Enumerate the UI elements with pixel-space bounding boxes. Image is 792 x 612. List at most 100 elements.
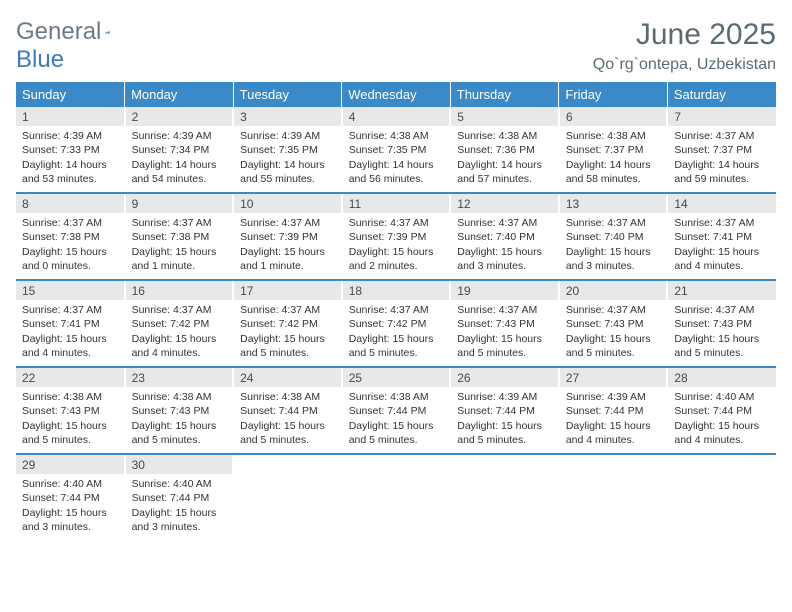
sunset-text: Sunset: 7:43 PM: [674, 317, 770, 331]
day-cell: Sunrise: 4:37 AMSunset: 7:42 PMDaylight:…: [125, 300, 234, 366]
daylight-text: Daylight: 15 hours and 4 minutes.: [674, 419, 770, 447]
weekday-header: Tuesday: [233, 82, 342, 107]
sunset-text: Sunset: 7:43 PM: [22, 404, 118, 418]
sunset-text: Sunset: 7:37 PM: [674, 143, 770, 157]
sunset-text: Sunset: 7:42 PM: [349, 317, 444, 331]
daynum-row: 15161718192021: [16, 281, 776, 300]
daylight-text: Daylight: 14 hours and 54 minutes.: [132, 158, 227, 186]
day-cell: [233, 474, 342, 540]
day-number: [233, 455, 342, 474]
daylight-text: Daylight: 15 hours and 5 minutes.: [349, 332, 444, 360]
sunrise-text: Sunrise: 4:40 AM: [132, 477, 227, 491]
daylight-text: Daylight: 15 hours and 1 minute.: [240, 245, 335, 273]
day-number: 20: [559, 281, 668, 300]
sunset-text: Sunset: 7:42 PM: [132, 317, 227, 331]
day-number: 29: [16, 455, 125, 474]
sunset-text: Sunset: 7:34 PM: [132, 143, 227, 157]
calendar-table: SundayMondayTuesdayWednesdayThursdayFrid…: [16, 82, 776, 540]
sunset-text: Sunset: 7:37 PM: [566, 143, 661, 157]
daylight-text: Daylight: 15 hours and 5 minutes.: [349, 419, 444, 447]
day-number: 22: [16, 368, 125, 387]
day-number: 13: [559, 194, 668, 213]
logo-mark-icon: [105, 24, 110, 40]
sunrise-text: Sunrise: 4:37 AM: [674, 303, 770, 317]
day-number: 16: [125, 281, 234, 300]
sunset-text: Sunset: 7:43 PM: [132, 404, 227, 418]
page-header: General June 2025 Qo`rg`ontepa, Uzbekist…: [16, 18, 776, 74]
day-number: 19: [450, 281, 559, 300]
sunrise-text: Sunrise: 4:40 AM: [674, 390, 770, 404]
logo: General: [16, 18, 135, 46]
sunrise-text: Sunrise: 4:37 AM: [674, 129, 770, 143]
day-cell: Sunrise: 4:40 AMSunset: 7:44 PMDaylight:…: [667, 387, 776, 453]
sunset-text: Sunset: 7:44 PM: [22, 491, 118, 505]
sunset-text: Sunset: 7:43 PM: [457, 317, 552, 331]
day-cell: Sunrise: 4:39 AMSunset: 7:44 PMDaylight:…: [450, 387, 559, 453]
daylight-text: Daylight: 14 hours and 53 minutes.: [22, 158, 118, 186]
daynum-row: 891011121314: [16, 194, 776, 213]
day-number: 18: [342, 281, 451, 300]
day-cell: Sunrise: 4:38 AMSunset: 7:36 PMDaylight:…: [450, 126, 559, 192]
daylight-text: Daylight: 15 hours and 3 minutes.: [566, 245, 661, 273]
day-number: [667, 455, 776, 474]
sunset-text: Sunset: 7:44 PM: [566, 404, 661, 418]
sunrise-text: Sunrise: 4:37 AM: [132, 303, 227, 317]
content-row: Sunrise: 4:38 AMSunset: 7:43 PMDaylight:…: [16, 387, 776, 453]
daylight-text: Daylight: 15 hours and 4 minutes.: [566, 419, 661, 447]
day-cell: [450, 474, 559, 540]
sunrise-text: Sunrise: 4:38 AM: [132, 390, 227, 404]
sunset-text: Sunset: 7:39 PM: [349, 230, 444, 244]
day-number: 6: [559, 107, 668, 126]
sunrise-text: Sunrise: 4:37 AM: [132, 216, 227, 230]
sunset-text: Sunset: 7:33 PM: [22, 143, 118, 157]
sunset-text: Sunset: 7:35 PM: [240, 143, 335, 157]
daylight-text: Daylight: 15 hours and 5 minutes.: [457, 332, 552, 360]
weekday-header: Wednesday: [342, 82, 451, 107]
daylight-text: Daylight: 15 hours and 5 minutes.: [22, 419, 118, 447]
daylight-text: Daylight: 15 hours and 2 minutes.: [349, 245, 444, 273]
weekday-header: Friday: [559, 82, 668, 107]
day-number: [342, 455, 451, 474]
sunset-text: Sunset: 7:42 PM: [240, 317, 335, 331]
day-cell: Sunrise: 4:37 AMSunset: 7:43 PMDaylight:…: [450, 300, 559, 366]
content-row: Sunrise: 4:37 AMSunset: 7:38 PMDaylight:…: [16, 213, 776, 279]
day-number: 27: [559, 368, 668, 387]
day-number: 12: [450, 194, 559, 213]
daylight-text: Daylight: 15 hours and 5 minutes.: [240, 332, 335, 360]
day-number: [450, 455, 559, 474]
day-number: 28: [667, 368, 776, 387]
day-cell: [342, 474, 451, 540]
sunrise-text: Sunrise: 4:37 AM: [22, 303, 118, 317]
day-number: 7: [667, 107, 776, 126]
daylight-text: Daylight: 15 hours and 5 minutes.: [132, 419, 227, 447]
day-number: 25: [342, 368, 451, 387]
sunset-text: Sunset: 7:38 PM: [22, 230, 118, 244]
sunrise-text: Sunrise: 4:37 AM: [349, 303, 444, 317]
sunset-text: Sunset: 7:41 PM: [22, 317, 118, 331]
day-cell: Sunrise: 4:40 AMSunset: 7:44 PMDaylight:…: [125, 474, 234, 540]
day-cell: Sunrise: 4:39 AMSunset: 7:34 PMDaylight:…: [125, 126, 234, 192]
day-cell: Sunrise: 4:37 AMSunset: 7:38 PMDaylight:…: [16, 213, 125, 279]
day-number: 17: [233, 281, 342, 300]
title-block: June 2025 Qo`rg`ontepa, Uzbekistan: [593, 18, 776, 74]
sunrise-text: Sunrise: 4:39 AM: [132, 129, 227, 143]
daylight-text: Daylight: 15 hours and 1 minute.: [132, 245, 227, 273]
sunrise-text: Sunrise: 4:39 AM: [566, 390, 661, 404]
day-cell: Sunrise: 4:37 AMSunset: 7:42 PMDaylight:…: [342, 300, 451, 366]
sunset-text: Sunset: 7:40 PM: [566, 230, 661, 244]
sunset-text: Sunset: 7:44 PM: [132, 491, 227, 505]
sunrise-text: Sunrise: 4:39 AM: [22, 129, 118, 143]
day-cell: [559, 474, 668, 540]
day-number: 5: [450, 107, 559, 126]
sunrise-text: Sunrise: 4:37 AM: [674, 216, 770, 230]
daylight-text: Daylight: 14 hours and 55 minutes.: [240, 158, 335, 186]
daylight-text: Daylight: 15 hours and 3 minutes.: [457, 245, 552, 273]
month-title: June 2025: [593, 18, 776, 52]
logo-text-general: General: [16, 18, 101, 46]
sunrise-text: Sunrise: 4:39 AM: [457, 390, 552, 404]
sunset-text: Sunset: 7:38 PM: [132, 230, 227, 244]
sunrise-text: Sunrise: 4:37 AM: [349, 216, 444, 230]
day-cell: Sunrise: 4:37 AMSunset: 7:37 PMDaylight:…: [667, 126, 776, 192]
day-cell: Sunrise: 4:37 AMSunset: 7:41 PMDaylight:…: [16, 300, 125, 366]
daynum-row: 1234567: [16, 107, 776, 126]
